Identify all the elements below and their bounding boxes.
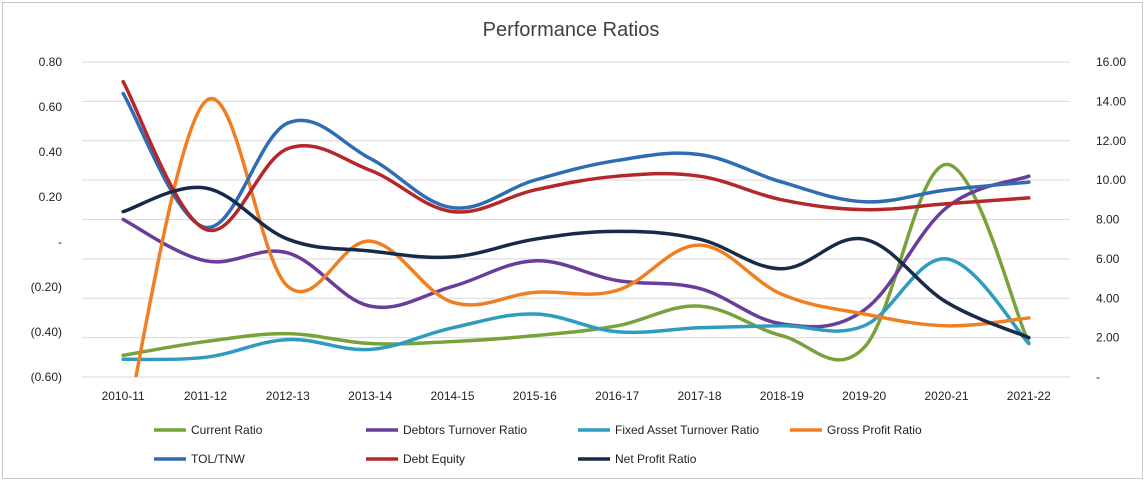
series-lines bbox=[121, 79, 1031, 377]
legend-label: Fixed Asset Turnover Ratio bbox=[615, 423, 759, 437]
legend-item-debt-equity: Debt Equity bbox=[366, 452, 465, 466]
series-line-current-ratio bbox=[121, 162, 1031, 362]
right-tick-label: - bbox=[1096, 370, 1100, 384]
series-line-fixed-asset-turnover-ratio bbox=[121, 257, 1031, 362]
series-line-tol-tnw bbox=[121, 91, 1031, 230]
right-tick-label: 4.00 bbox=[1096, 291, 1120, 305]
legend-label: TOL/TNW bbox=[191, 452, 245, 466]
left-tick-label: 0.60 bbox=[39, 100, 63, 114]
series-line-debt-equity bbox=[121, 79, 1031, 233]
right-tick-label: 6.00 bbox=[1096, 252, 1120, 266]
x-tick-label: 2010-11 bbox=[102, 389, 145, 403]
chart-title: Performance Ratios bbox=[483, 19, 660, 41]
right-tick-label: 10.00 bbox=[1096, 173, 1126, 187]
legend-item-net-profit-ratio: Net Profit Ratio bbox=[578, 452, 697, 466]
right-tick-label: 8.00 bbox=[1096, 213, 1120, 227]
right-axis-ticks: 16.00 14.00 12.00 10.00 8.00 6.00 4.00 2.00 - bbox=[1096, 55, 1126, 384]
left-tick-label: 0.80 bbox=[39, 55, 63, 69]
x-tick-label: 2018-19 bbox=[760, 389, 804, 403]
x-tick-label: 2019-20 bbox=[842, 389, 886, 403]
x-tick-label: 2015-16 bbox=[513, 389, 557, 403]
left-tick-label: (0.20) bbox=[31, 280, 62, 294]
legend-item-debtors-turnover-ratio: Debtors Turnover Ratio bbox=[366, 423, 527, 437]
right-tick-label: 12.00 bbox=[1096, 134, 1126, 148]
legend-label: Net Profit Ratio bbox=[615, 452, 697, 466]
left-tick-label: 0.40 bbox=[39, 145, 63, 159]
legend-item-tol-tnw: TOL/TNW bbox=[154, 452, 245, 466]
legend-item-gross-profit-ratio: Gross Profit Ratio bbox=[790, 423, 922, 437]
left-tick-label: - bbox=[58, 235, 62, 249]
x-tick-label: 2011-12 bbox=[184, 389, 227, 403]
x-tick-label: 2017-18 bbox=[677, 389, 721, 403]
x-tick-label: 2016-17 bbox=[595, 389, 639, 403]
legend-label: Debtors Turnover Ratio bbox=[403, 423, 527, 437]
left-tick-label: 0.20 bbox=[39, 190, 63, 204]
series-line-net-profit-ratio bbox=[121, 185, 1031, 340]
legend-label: Current Ratio bbox=[191, 423, 263, 437]
x-tick-label: 2013-14 bbox=[348, 389, 392, 403]
legend-item-fixed-asset-turnover-ratio: Fixed Asset Turnover Ratio bbox=[578, 423, 759, 437]
legend-label: Debt Equity bbox=[403, 452, 465, 466]
x-tick-label: 2014-15 bbox=[430, 389, 474, 403]
series-line-debtors-turnover-ratio bbox=[121, 174, 1031, 329]
left-tick-label: (0.60) bbox=[31, 370, 62, 384]
x-tick-label: 2020-21 bbox=[924, 389, 968, 403]
legend-label: Gross Profit Ratio bbox=[827, 423, 922, 437]
right-tick-label: 16.00 bbox=[1096, 55, 1126, 69]
right-tick-label: 14.00 bbox=[1096, 94, 1126, 108]
x-tick-label: 2012-13 bbox=[266, 389, 310, 403]
left-axis-ticks: 0.80 0.60 0.40 0.20 - (0.20) (0.40) (0.60) bbox=[31, 55, 63, 384]
right-tick-label: 2.00 bbox=[1096, 331, 1120, 345]
x-tick-label: 2021-22 bbox=[1007, 389, 1051, 403]
left-tick-label: (0.40) bbox=[31, 325, 62, 339]
legend-item-current-ratio: Current Ratio bbox=[154, 423, 263, 437]
series-line-gross-profit-ratio bbox=[134, 96, 1031, 377]
legend: Current Ratio Debtors Turnover Ratio Fixed… bbox=[154, 423, 922, 466]
x-axis-ticks: 2010-11 2011-12 2012-13 2013-14 2014-15 2015-… bbox=[102, 389, 1052, 403]
